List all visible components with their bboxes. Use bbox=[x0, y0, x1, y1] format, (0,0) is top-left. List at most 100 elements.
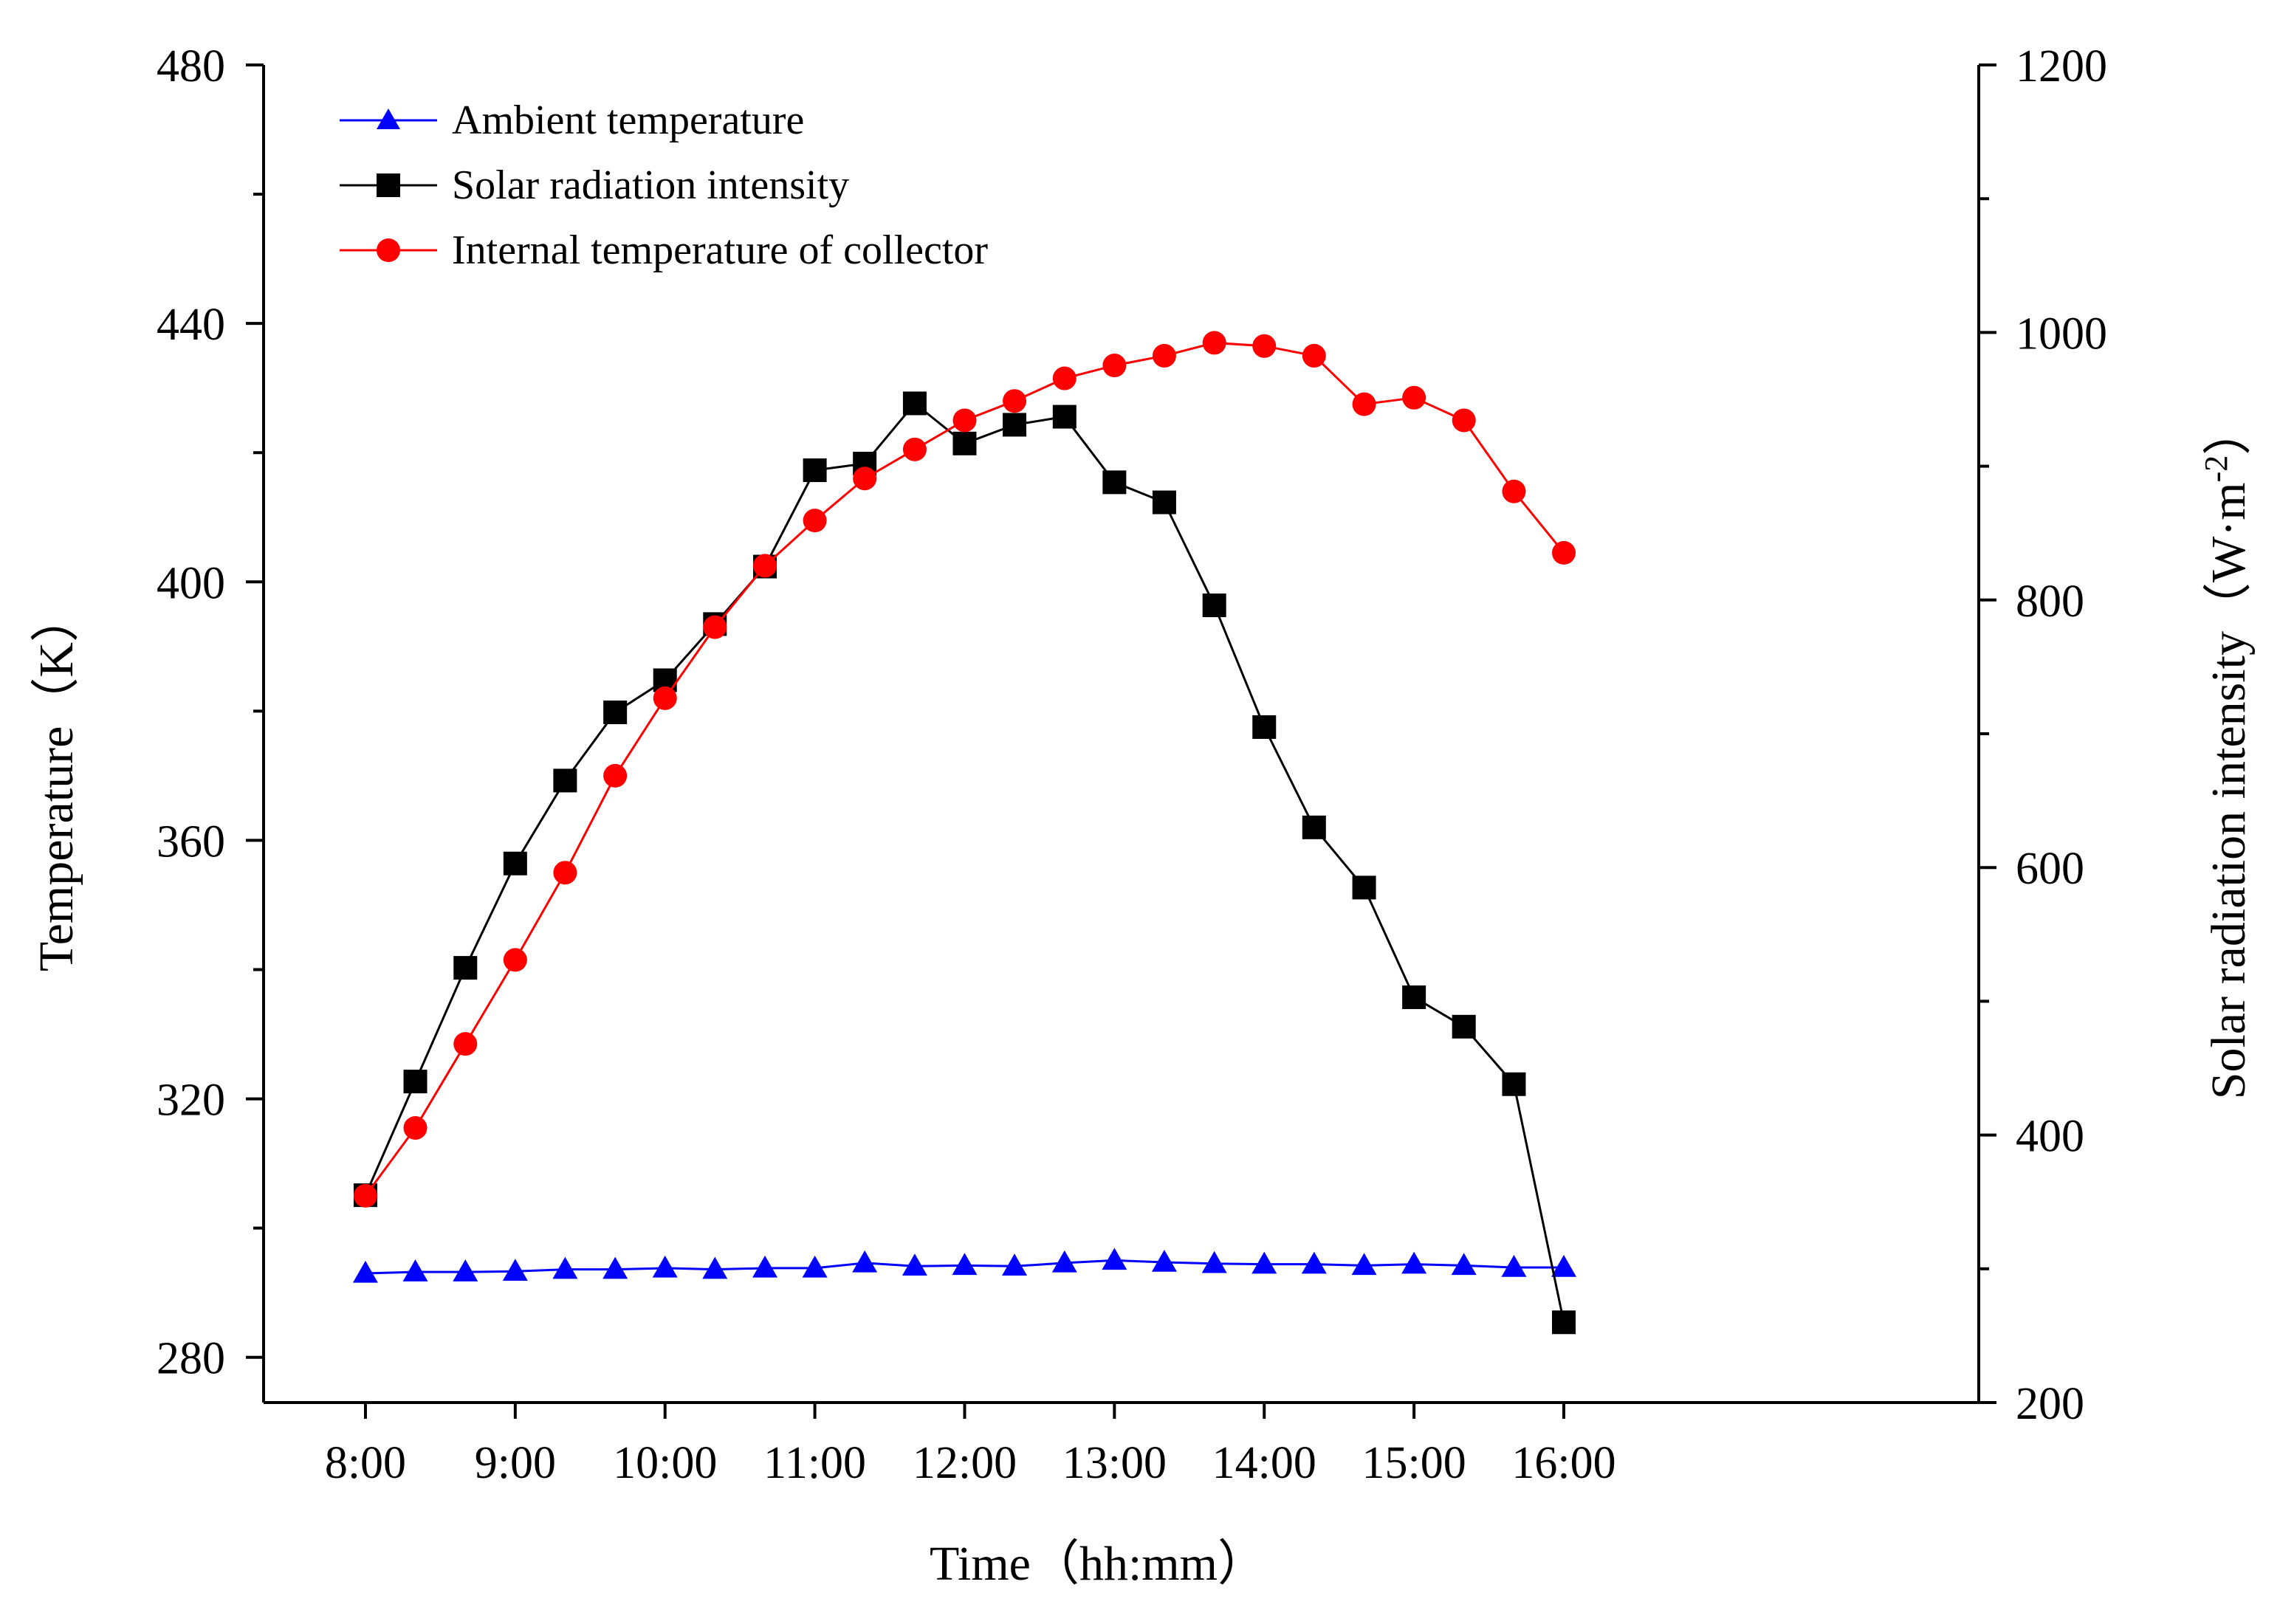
data-point-circle bbox=[1302, 343, 1326, 368]
series-solar-radiation-intensity bbox=[353, 391, 1576, 1335]
series-ambient-temperature bbox=[352, 1248, 1577, 1283]
data-point-triangle bbox=[1401, 1251, 1427, 1274]
data-point-circle bbox=[603, 763, 628, 788]
y-axis-right-title-exponent: -2 bbox=[2198, 455, 2234, 483]
legend-item-internal-temperature-of-collector: Internal temperature of collector bbox=[340, 227, 988, 273]
data-point-square bbox=[803, 458, 827, 483]
data-point-circle bbox=[653, 686, 677, 710]
y-left-tick-label: 280 bbox=[157, 1334, 225, 1384]
data-point-square bbox=[1302, 815, 1326, 839]
x-tick-label: 9:00 bbox=[475, 1438, 556, 1488]
x-axis-title: Time（hh:mm） bbox=[930, 1537, 1266, 1591]
data-point-triangle bbox=[1301, 1251, 1327, 1274]
y-right-tick-label: 1000 bbox=[2016, 309, 2107, 359]
x-tick-label: 11:00 bbox=[763, 1438, 866, 1488]
data-point-square bbox=[1452, 1014, 1476, 1039]
axes: 8:00 9:00 10:00 11:00 12:00 13:00 14:00 15:00 16… bbox=[157, 41, 2107, 1488]
legend-label: Internal temperature of collector bbox=[452, 227, 988, 273]
data-point-triangle bbox=[552, 1256, 578, 1279]
data-point-triangle bbox=[802, 1255, 828, 1278]
data-point-triangle bbox=[852, 1250, 878, 1273]
y-axis-right-title-main: Solar radiation intensity（W·m bbox=[2202, 482, 2256, 1099]
data-point-square bbox=[902, 391, 927, 416]
data-point-circle bbox=[1552, 540, 1576, 565]
legend-label: Ambient temperature bbox=[452, 97, 804, 143]
y-left-tick-label: 480 bbox=[157, 41, 225, 92]
legend-label: Solar radiation intensity bbox=[452, 162, 849, 208]
y-right-tick-label: 200 bbox=[2016, 1379, 2084, 1429]
data-point-triangle bbox=[1201, 1250, 1227, 1273]
data-point-circle bbox=[1052, 366, 1077, 390]
x-tick-label: 14:00 bbox=[1212, 1438, 1316, 1488]
y-axis-left-title: Temperature（K） bbox=[30, 593, 83, 971]
legend-item-ambient-temperature: Ambient temperature bbox=[340, 97, 804, 143]
data-point-circle bbox=[353, 1183, 377, 1208]
legend-marker-circle bbox=[377, 238, 400, 262]
data-point-square bbox=[1003, 413, 1027, 437]
data-point-circle bbox=[403, 1115, 428, 1140]
data-point-circle bbox=[1202, 331, 1226, 355]
series-layer bbox=[352, 331, 1577, 1335]
y-right-tick-label: 800 bbox=[2016, 577, 2084, 627]
data-point-circle bbox=[1452, 408, 1476, 433]
data-point-circle bbox=[1102, 354, 1127, 378]
data-point-circle bbox=[1502, 479, 1526, 503]
y-axis-right-title: Solar radiation intensity（W·m-2） bbox=[2198, 407, 2256, 1099]
legend-marker-square bbox=[377, 173, 400, 197]
data-point-circle bbox=[902, 437, 927, 461]
x-tick-label: 15:00 bbox=[1362, 1438, 1466, 1488]
data-point-triangle bbox=[1351, 1253, 1377, 1276]
data-point-circle bbox=[952, 408, 977, 433]
data-point-square bbox=[603, 701, 628, 725]
data-point-square bbox=[1052, 405, 1077, 429]
data-point-triangle bbox=[1451, 1253, 1477, 1276]
data-point-triangle bbox=[1002, 1253, 1028, 1276]
data-point-triangle bbox=[1251, 1251, 1277, 1274]
data-point-circle bbox=[1003, 389, 1027, 413]
data-point-square bbox=[1502, 1072, 1526, 1096]
data-point-triangle bbox=[453, 1259, 478, 1281]
y-left-tick-label: 320 bbox=[157, 1076, 225, 1126]
x-tick-label: 8:00 bbox=[325, 1438, 406, 1488]
series-line bbox=[364, 402, 1565, 1323]
y-axis-right-title-close: ） bbox=[2202, 407, 2256, 455]
data-point-square bbox=[952, 431, 977, 455]
data-point-square bbox=[1552, 1310, 1576, 1335]
data-point-square bbox=[1202, 593, 1226, 618]
legend-item-solar-radiation-intensity: Solar radiation intensity bbox=[340, 162, 849, 208]
data-point-square bbox=[1252, 715, 1277, 739]
y-right-tick-label: 1200 bbox=[2016, 41, 2107, 92]
data-point-circle bbox=[453, 1032, 478, 1056]
legend-marker-triangle bbox=[377, 109, 400, 129]
data-point-triangle bbox=[1051, 1250, 1077, 1273]
data-point-square bbox=[1102, 470, 1127, 495]
series-line bbox=[364, 341, 1565, 1197]
data-point-triangle bbox=[502, 1259, 528, 1281]
y-right-tick-label: 400 bbox=[2016, 1112, 2084, 1162]
data-point-circle bbox=[1252, 334, 1277, 358]
y-left-tick-label: 360 bbox=[157, 816, 225, 867]
axis-titles: Time（hh:mm） Temperature（K） Solar radiati… bbox=[30, 407, 2256, 1591]
x-tick-label: 10:00 bbox=[613, 1438, 717, 1488]
data-point-triangle bbox=[1102, 1248, 1127, 1270]
data-point-circle bbox=[703, 615, 727, 639]
data-point-triangle bbox=[902, 1253, 927, 1276]
data-point-triangle bbox=[652, 1255, 678, 1278]
y-left-tick-label: 440 bbox=[157, 300, 225, 350]
data-point-triangle bbox=[602, 1256, 628, 1279]
legend: Ambient temperature Solar radiation inten… bbox=[340, 97, 988, 273]
data-point-triangle bbox=[952, 1253, 978, 1276]
data-point-triangle bbox=[402, 1259, 428, 1281]
x-tick-label: 16:00 bbox=[1511, 1438, 1615, 1488]
data-point-square bbox=[553, 768, 577, 793]
y-right-tick-label: 600 bbox=[2016, 844, 2084, 894]
data-point-triangle bbox=[1551, 1255, 1577, 1277]
data-point-triangle bbox=[1501, 1255, 1527, 1277]
data-point-circle bbox=[553, 861, 577, 885]
data-point-circle bbox=[1152, 343, 1176, 368]
data-point-triangle bbox=[352, 1260, 378, 1283]
data-point-square bbox=[1402, 985, 1426, 1009]
data-point-triangle bbox=[752, 1255, 778, 1278]
